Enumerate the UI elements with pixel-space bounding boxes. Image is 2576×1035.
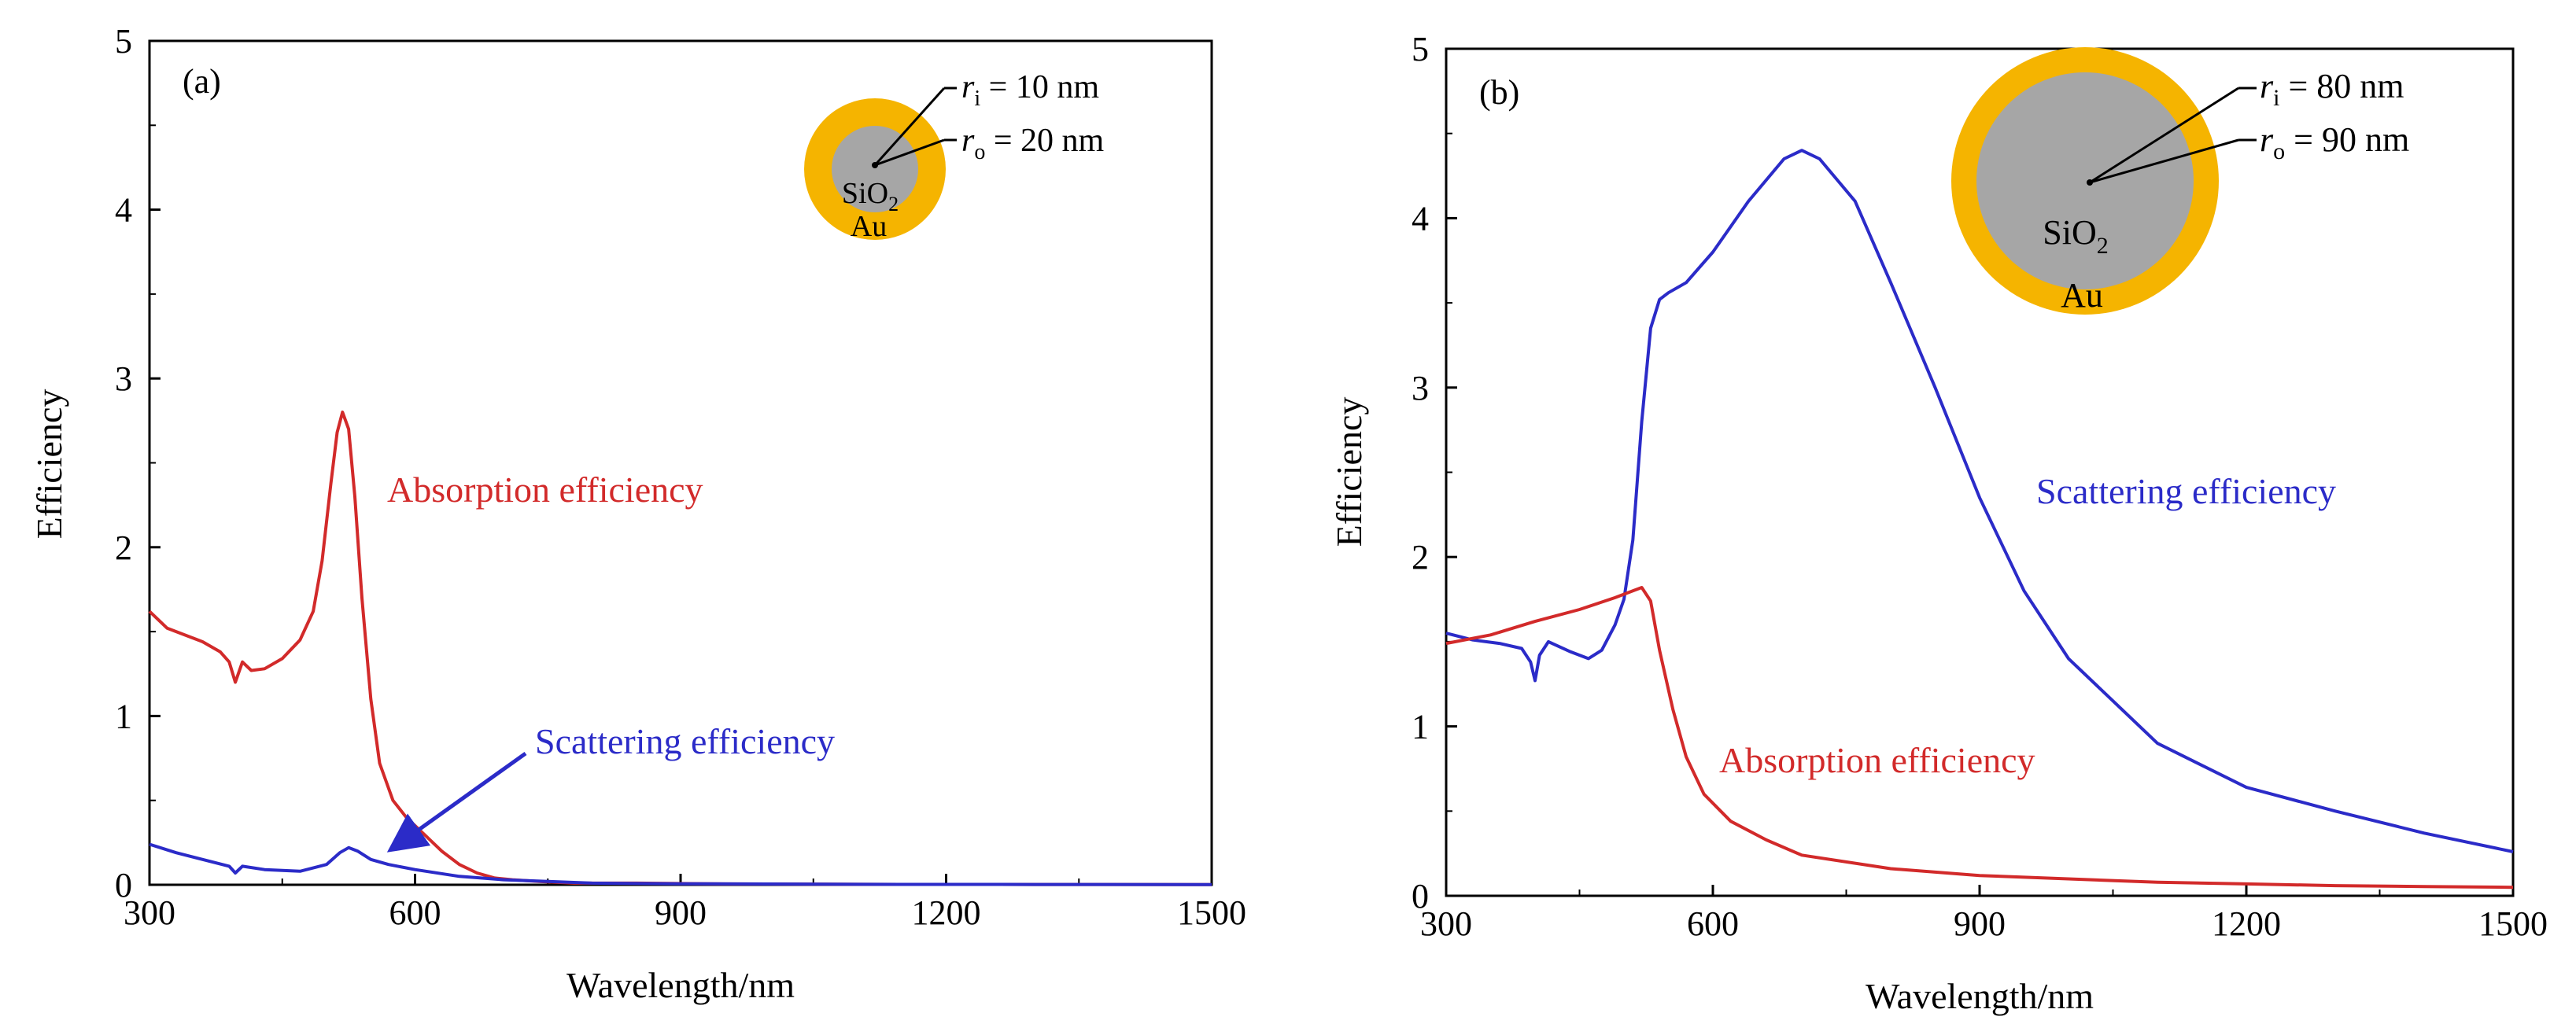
- panel-b-x-tick-label: 1500: [2478, 904, 2548, 943]
- panel-a-y-tick-label: 5: [115, 22, 132, 61]
- panel-a-x-tick-label: 600: [389, 893, 441, 932]
- panel-a-ri-label: ri = 10 nm: [961, 69, 1099, 111]
- panel-a-shell-label: Au: [851, 210, 887, 243]
- panel-a-y-tick-label: 2: [115, 529, 132, 567]
- panel-a-scattering-arrow: [386, 751, 527, 853]
- panel-b-y-tick-label: 1: [1412, 708, 1429, 746]
- panel-a-ro-label: ro = 20 nm: [961, 123, 1105, 164]
- panel-a-absorption-annotation: Absorption efficiency: [387, 470, 703, 510]
- panel-a-x-tick-label: 1200: [912, 893, 981, 932]
- panel-b-label: (b): [1479, 73, 1519, 112]
- panel-a-x-tick-label: 900: [655, 893, 707, 932]
- panel-b-shell-label: Au: [2061, 276, 2103, 315]
- panel-b-ro-label: ro = 90 nm: [2260, 120, 2409, 164]
- panel-b-core-circle: [1976, 72, 2194, 289]
- panel-b-x-tick-label: 600: [1687, 904, 1739, 943]
- panel-a-x-tick-label: 1500: [1177, 893, 1246, 932]
- panel-a-y-axis-label: Efficiency: [29, 389, 69, 540]
- panel-b-absorption-efficiency-line: [1445, 586, 2514, 890]
- panel-b-ticks: 300 600 900 1200 1500 0 1 2 3 4 5: [1412, 30, 2548, 943]
- panel-b-ri-leader: [2089, 87, 2239, 184]
- panel-a-ri-leader: [873, 87, 946, 167]
- panel-b-y-tick-label: 0: [1412, 877, 1429, 915]
- panel-a-label: (a): [183, 62, 221, 101]
- panel-b-core-label: SiO2: [2043, 213, 2108, 259]
- panel-b-absorption-annotation: Absorption efficiency: [1719, 740, 2035, 780]
- panel-b-x-axis-label: Wavelength/nm: [1866, 976, 2094, 1016]
- panel-b-y-axis-label: Efficiency: [1329, 397, 1369, 547]
- panel-b-y-tick-label: 5: [1412, 30, 1429, 68]
- panel-a-y-tick-label: 1: [115, 697, 132, 735]
- panel-b-x-tick-label: 900: [1954, 904, 2006, 943]
- panel-a-y-tick-label: 3: [115, 359, 132, 398]
- panel-a-series: [148, 411, 1212, 886]
- panel-a-core-circle: [832, 126, 918, 212]
- panel-b-x-tick-label: 300: [1420, 904, 1472, 943]
- panel-a-scattering-annotation: Scattering efficiency: [535, 721, 835, 761]
- panel-a-y-tick-label: 0: [115, 866, 132, 904]
- panel-b: 300 600 900 1200 1500 0 1 2 3 4 5 (b) Efficiency W…: [1329, 30, 2548, 1016]
- panel-a-core-label: SiO2: [842, 177, 899, 215]
- panel-a-y-tick-label: 4: [115, 191, 132, 230]
- panel-a-inset: SiO2 Au ri = 10 nm ro = 20 nm: [804, 69, 1105, 243]
- panel-b-ri-label: ri = 80 nm: [2260, 67, 2404, 111]
- panel-b-x-tick-label: 1200: [2212, 904, 2281, 943]
- panel-b-scattering-efficiency-line: [1445, 149, 2514, 853]
- panel-b-scattering-annotation: Scattering efficiency: [2036, 471, 2336, 511]
- panel-a-x-axis-label: Wavelength/nm: [566, 965, 795, 1005]
- panel-b-y-tick-label: 4: [1412, 199, 1429, 238]
- panel-b-inset: SiO2 Au ri = 80 nm ro = 90 nm: [1951, 47, 2409, 315]
- panel-b-y-tick-label: 3: [1412, 369, 1429, 407]
- panel-a-ro-leader: [874, 138, 945, 167]
- panel-b-y-tick-label: 2: [1412, 538, 1429, 576]
- panel-a: 300 600 900 1200 1500 0 1 2 3 4 5 (a) Efficiency W…: [29, 22, 1246, 1005]
- panel-b-ro-leader: [2089, 138, 2239, 184]
- panel-a-scattering-efficiency-line: [149, 842, 1212, 886]
- panel-a-x-tick-label: 300: [124, 893, 175, 932]
- panel-b-series: [1445, 149, 2514, 890]
